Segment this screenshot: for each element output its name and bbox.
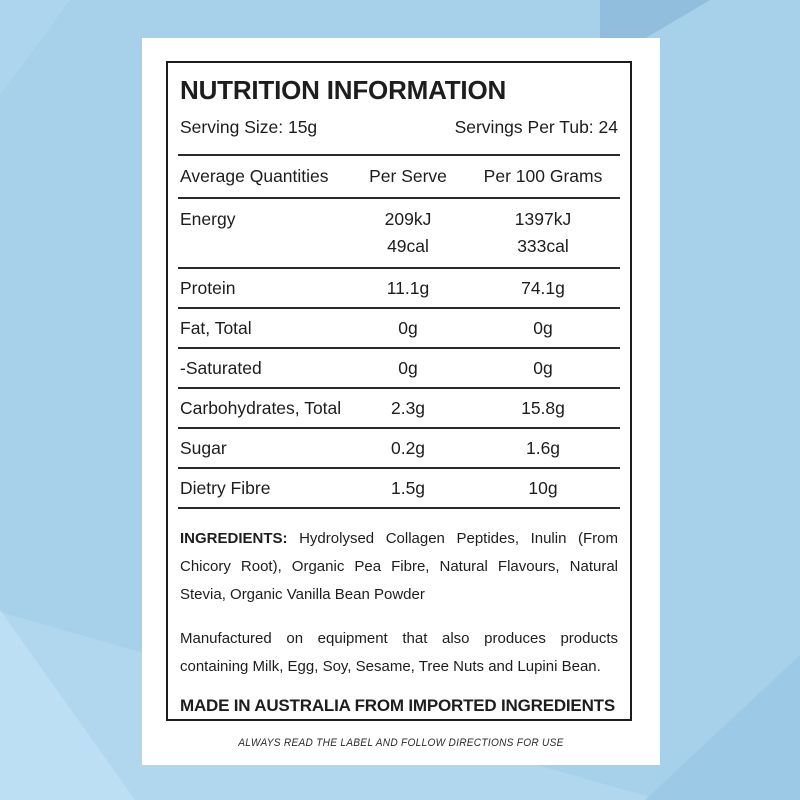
per-serve-value: 209kJ 49cal: [384, 209, 432, 256]
per-100g-value: 1397kJ 333cal: [514, 209, 572, 256]
table-row: Protein 11.1g 74.1g: [178, 269, 620, 309]
table-body: Energy 209kJ 49cal 1397kJ 333cal Protein 11.1g…: [178, 199, 620, 509]
per-serve-value: 2.3g: [390, 398, 426, 418]
table-header: Average Quantities Per Serve Per 100 Gra…: [178, 156, 620, 199]
table-row: Carbohydrates, Total 2.3g 15.8g: [178, 389, 620, 429]
per-serve-value: 0g: [398, 358, 418, 378]
row-label: -Saturated: [180, 358, 262, 378]
disclaimer-text: ALWAYS READ THE LABEL AND FOLLOW DIRECTI…: [238, 737, 564, 749]
panel-title: NUTRITION INFORMATION: [180, 75, 507, 105]
per-100g-value: 0g: [533, 358, 553, 378]
header-per-100-grams: Per 100 Grams: [483, 166, 603, 186]
table-row: Dietry Fibre 1.5g 10g: [178, 469, 620, 509]
ingredients-text: Hydrolysed Collagen Peptides, Inulin (Fr…: [180, 530, 618, 603]
ingredients-paragraph: INGREDIENTS: Hydrolysed Collagen Peptide…: [178, 525, 620, 609]
row-label: Protein: [180, 278, 236, 298]
row-label: Energy: [180, 209, 236, 229]
row-label: Fat, Total: [180, 318, 252, 338]
serving-size: Serving Size: 15g: [180, 117, 318, 137]
row-label: Dietry Fibre: [180, 478, 271, 498]
table-row: Energy 209kJ 49cal 1397kJ 333cal: [178, 199, 620, 269]
table-row: Sugar 0.2g 1.6g: [178, 429, 620, 469]
per-100g-value: 10g: [528, 478, 558, 498]
header-average-quantities: Average Quantities: [180, 166, 329, 186]
per-100g-value: 74.1g: [521, 278, 565, 298]
per-100g-value: 0g: [533, 318, 553, 338]
row-label: Sugar: [180, 438, 227, 458]
made-in-statement: MADE IN AUSTRALIA FROM IMPORTED INGREDIE…: [180, 696, 615, 715]
per-serve-value: 0g: [398, 318, 418, 338]
per-serve-value: 0.2g: [390, 438, 426, 458]
row-label: Carbohydrates, Total: [180, 398, 342, 418]
per-100g-value: 1.6g: [525, 438, 561, 458]
per-serve-value: 11.1g: [386, 278, 430, 298]
label-card: NUTRITION INFORMATION Serving Size: 15g …: [142, 38, 660, 765]
table-row: Fat, Total 0g 0g: [178, 309, 620, 349]
header-per-serve: Per Serve: [369, 166, 447, 186]
per-serve-value: 1.5g: [390, 478, 426, 498]
ingredients-label: INGREDIENTS:: [180, 530, 288, 547]
servings-per-tub: Servings Per Tub: 24: [454, 117, 618, 137]
serving-row: Serving Size: 15g Servings Per Tub: 24: [178, 117, 620, 156]
allergen-paragraph: Manufactured on equipment that also prod…: [180, 630, 618, 675]
per-100g-value: 15.8g: [521, 398, 565, 418]
nutrition-panel: NUTRITION INFORMATION Serving Size: 15g …: [166, 61, 632, 721]
table-row: -Saturated 0g 0g: [178, 349, 620, 389]
